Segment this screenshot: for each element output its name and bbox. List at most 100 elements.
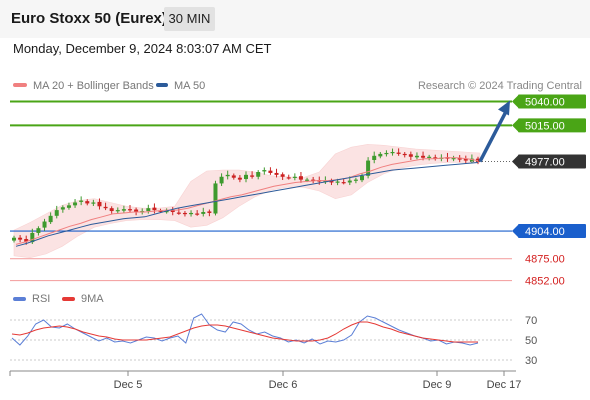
candle-body	[286, 177, 291, 179]
candle	[170, 207, 175, 216]
candle-body	[244, 174, 248, 180]
candle-body	[219, 176, 224, 184]
candle	[378, 152, 383, 159]
x-tick-label: Dec 17	[487, 379, 522, 391]
candle	[182, 211, 187, 217]
candle-body	[250, 175, 255, 177]
x-tick-label: Dec 6	[269, 379, 298, 391]
candle-body	[54, 210, 59, 216]
candle	[408, 151, 413, 160]
rsi-ma-legend-label: 9MA	[81, 293, 104, 305]
ma20-line	[15, 157, 479, 245]
candle-body	[128, 209, 132, 211]
candle-body	[292, 176, 297, 178]
candle	[85, 199, 90, 206]
candle-body	[256, 172, 261, 177]
ma50-line	[15, 162, 479, 247]
rsi-ma-swatch	[62, 297, 75, 301]
candle	[213, 180, 218, 216]
candle	[329, 178, 334, 186]
candle	[256, 170, 261, 180]
candle	[341, 178, 346, 185]
candle	[219, 173, 224, 186]
candle-body	[24, 239, 29, 242]
forecast-arrow	[478, 110, 508, 163]
candle	[79, 196, 84, 206]
candle	[396, 148, 401, 156]
level-label-5015.00: 5015.00	[525, 120, 565, 132]
candle	[66, 202, 71, 210]
candle	[152, 203, 157, 214]
level-tag-5040.00	[518, 94, 586, 109]
legend-label: MA 50	[174, 80, 206, 92]
candle-body	[231, 175, 236, 178]
candle-body	[366, 160, 371, 176]
candle-body	[360, 175, 364, 181]
candle-body	[213, 183, 218, 214]
candle-body	[451, 157, 456, 160]
rsi-legend-label: RSI	[32, 293, 50, 305]
candle	[48, 212, 53, 224]
candle-body	[384, 152, 389, 155]
candle	[311, 176, 316, 184]
ma20-swatch	[13, 83, 27, 88]
level-tag-pointer	[512, 155, 518, 168]
candle-body	[207, 211, 212, 213]
candle	[54, 205, 59, 219]
candle	[201, 207, 206, 217]
candle-body	[421, 155, 426, 158]
level-tag-4977.00	[518, 154, 586, 169]
candle-body	[372, 155, 377, 160]
candle	[280, 172, 285, 180]
timestamp: Monday, December 9, 2024 8:03:07 AM CET	[13, 41, 272, 56]
rsi-tick-label: 70	[525, 315, 537, 327]
candle-body	[66, 205, 71, 208]
candle	[128, 204, 132, 213]
candle-body	[121, 209, 126, 211]
candle	[274, 168, 279, 178]
candle	[402, 152, 407, 158]
candle	[36, 226, 41, 236]
candle	[42, 218, 47, 231]
candle	[97, 198, 102, 210]
candle-body	[195, 213, 200, 215]
candle-body	[408, 154, 413, 157]
candle	[298, 172, 303, 183]
candle	[250, 171, 255, 179]
rsi-tick-label: 30	[525, 355, 537, 367]
candle-body	[457, 157, 462, 160]
level-tag-4904.00	[518, 224, 586, 239]
candle	[103, 202, 108, 211]
level-tag-pointer	[512, 95, 518, 108]
candle	[262, 167, 267, 175]
candle	[121, 205, 126, 213]
candle-body	[30, 232, 35, 243]
candle	[18, 235, 23, 243]
candle	[414, 152, 419, 160]
candle-body	[134, 209, 139, 212]
candle-body	[48, 215, 53, 223]
candle-body	[298, 176, 303, 180]
level-tag-5015.00	[518, 118, 586, 133]
interval-button[interactable]: 30 MIN	[164, 7, 215, 31]
candle-body	[91, 202, 96, 204]
candle-body	[158, 210, 163, 212]
level-label-4977.00: 4977.00	[525, 157, 565, 169]
candle	[195, 210, 200, 216]
candle-body	[433, 157, 438, 159]
candle	[451, 155, 456, 162]
candle-body	[414, 155, 419, 158]
candle-body	[237, 177, 242, 180]
candle	[134, 207, 139, 216]
rsi-swatch	[13, 297, 26, 301]
level-label-5040.00: 5040.00	[525, 97, 565, 109]
candle	[463, 155, 468, 164]
candle	[225, 170, 230, 180]
candle	[207, 209, 212, 217]
candle-body	[85, 201, 90, 204]
candle-body	[225, 174, 230, 177]
chart-header: Euro Stoxx 50 (Eurex) 30 MIN	[0, 0, 590, 38]
candle	[433, 154, 438, 161]
candle-body	[18, 237, 23, 240]
